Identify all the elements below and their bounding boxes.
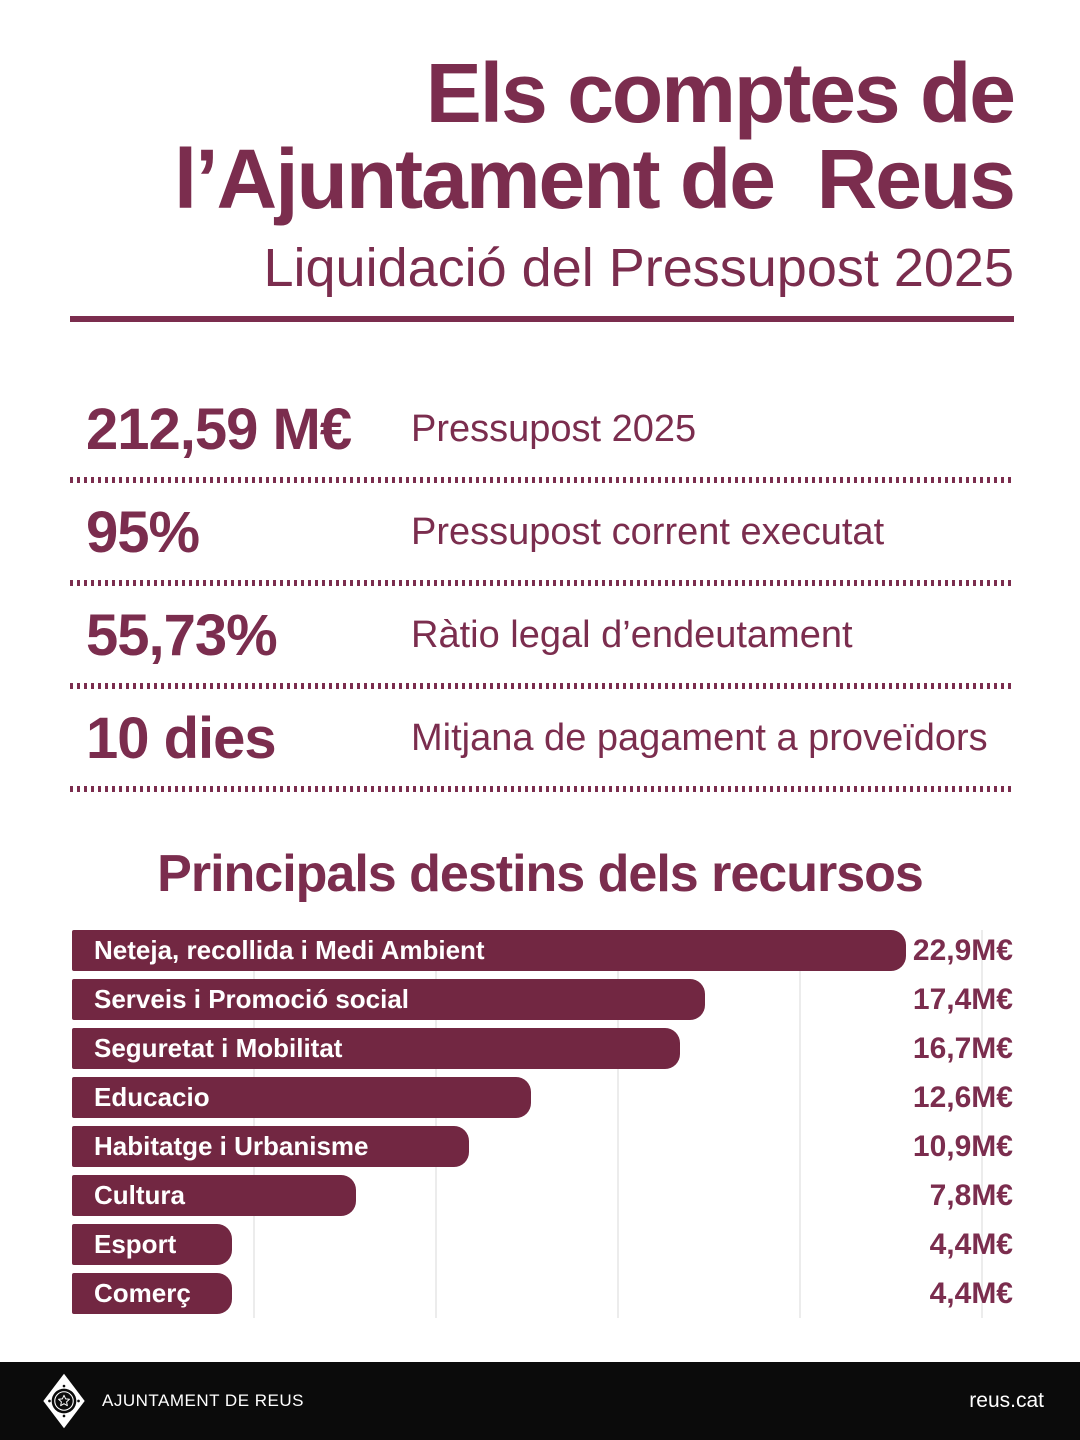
page-title: Els comptes de l’Ajuntament de Reus xyxy=(70,46,1016,226)
page-title-line2: l’Ajuntament de Reus xyxy=(173,132,1016,226)
stat-row-pressupost: 212,59 M€ Pressupost 2025 xyxy=(70,380,1014,477)
bar-label: Serveis i Promoció social xyxy=(94,984,410,1014)
bar-label: Esport xyxy=(94,1229,177,1259)
stat-label: Pressupost 2025 xyxy=(411,408,697,450)
bar: Seguretat i Mobilitat xyxy=(72,1028,680,1069)
bar-row-neteja: Neteja, recollida i Medi Ambient 22,9M€ xyxy=(72,930,1013,971)
key-figures-section: 212,59 M€ Pressupost 2025 95% Pressupost… xyxy=(70,380,1014,792)
bar-label: Seguretat i Mobilitat xyxy=(94,1033,343,1063)
bar-value: 22,9M€ xyxy=(912,933,1013,967)
bar: Educacio xyxy=(72,1077,531,1118)
header-divider xyxy=(70,316,1014,322)
bar-row-comerc: Comerç 4,4M€ xyxy=(72,1273,1013,1314)
bar-label: Educacio xyxy=(94,1082,210,1112)
stat-value: 55,73% xyxy=(86,603,278,668)
bar: Cultura xyxy=(72,1175,356,1216)
dotted-divider xyxy=(70,477,1014,483)
footer-website: reus.cat xyxy=(969,1389,1044,1412)
reus-city-crest-icon xyxy=(43,1373,85,1429)
bar-label: Cultura xyxy=(94,1180,185,1210)
bar: Neteja, recollida i Medi Ambient xyxy=(72,930,906,971)
stat-row-executat: 95% Pressupost corrent executat xyxy=(70,483,1014,580)
bar-value: 7,8M€ xyxy=(929,1178,1013,1212)
bar-track: Esport xyxy=(72,1224,982,1265)
header: Els comptes de l’Ajuntament de Reus Liqu… xyxy=(0,0,1080,322)
stat-value: 212,59 M€ xyxy=(86,397,352,462)
bar: Comerç xyxy=(72,1273,233,1314)
page-subtitle: Liquidació del Pressupost 2025 xyxy=(263,238,1014,298)
footer-bar: AJUNTAMENT DE REUS reus.cat xyxy=(0,1362,1080,1440)
stat-label: Mitjana de pagament a proveïdors xyxy=(411,717,988,759)
bar: Esport xyxy=(72,1224,233,1265)
bar-value: 4,4M€ xyxy=(929,1227,1013,1261)
bar-row-esport: Esport 4,4M€ xyxy=(72,1224,1013,1265)
bar-label: Comerç xyxy=(94,1278,191,1308)
bar-value: 16,7M€ xyxy=(912,1031,1013,1065)
stat-row-pagament: 10 dies Mitjana de pagament a proveïdors xyxy=(70,689,1014,786)
page-title-line1: Els comptes de xyxy=(425,46,1016,140)
dotted-divider xyxy=(70,683,1014,689)
stat-label: Ràtio legal d’endeutament xyxy=(411,614,853,656)
bar-track: Seguretat i Mobilitat xyxy=(72,1028,982,1069)
stat-label: Pressupost corrent executat xyxy=(411,511,885,553)
bar-value: 4,4M€ xyxy=(929,1276,1013,1310)
stat-value: 10 dies xyxy=(86,706,277,771)
bar-row-seguretat: Seguretat i Mobilitat 16,7M€ xyxy=(72,1028,1013,1069)
bar-row-habitatge: Habitatge i Urbanisme 10,9M€ xyxy=(72,1126,1013,1167)
bar-value: 12,6M€ xyxy=(912,1080,1013,1114)
bar-track: Neteja, recollida i Medi Ambient xyxy=(72,930,982,971)
bar-chart: Neteja, recollida i Medi Ambient 22,9M€ … xyxy=(72,930,1013,1318)
footer-org-name: AJUNTAMENT DE REUS xyxy=(102,1391,305,1410)
bar-track: Educacio xyxy=(72,1077,982,1118)
bar-row-educacio: Educacio 12,6M€ xyxy=(72,1077,1013,1118)
bar-row-serveis: Serveis i Promoció social 17,4M€ xyxy=(72,979,1013,1020)
stat-row-endeutament: 55,73% Ràtio legal d’endeutament xyxy=(70,586,1014,683)
bar-track: Cultura xyxy=(72,1175,982,1216)
bar-value: 17,4M€ xyxy=(912,982,1013,1016)
bar-value: 10,9M€ xyxy=(912,1129,1013,1163)
dotted-divider xyxy=(70,580,1014,586)
chart-title: Principals destins dels recursos xyxy=(157,845,924,903)
dotted-divider xyxy=(70,786,1014,792)
bar-track: Comerç xyxy=(72,1273,982,1314)
bar-row-cultura: Cultura 7,8M€ xyxy=(72,1175,1013,1216)
bar: Serveis i Promoció social xyxy=(72,979,706,1020)
bar-track: Habitatge i Urbanisme xyxy=(72,1126,982,1167)
bar: Habitatge i Urbanisme xyxy=(72,1126,469,1167)
stat-value: 95% xyxy=(86,500,200,565)
bar-label: Neteja, recollida i Medi Ambient xyxy=(94,935,485,965)
bar-label: Habitatge i Urbanisme xyxy=(94,1131,369,1161)
bar-track: Serveis i Promoció social xyxy=(72,979,982,1020)
